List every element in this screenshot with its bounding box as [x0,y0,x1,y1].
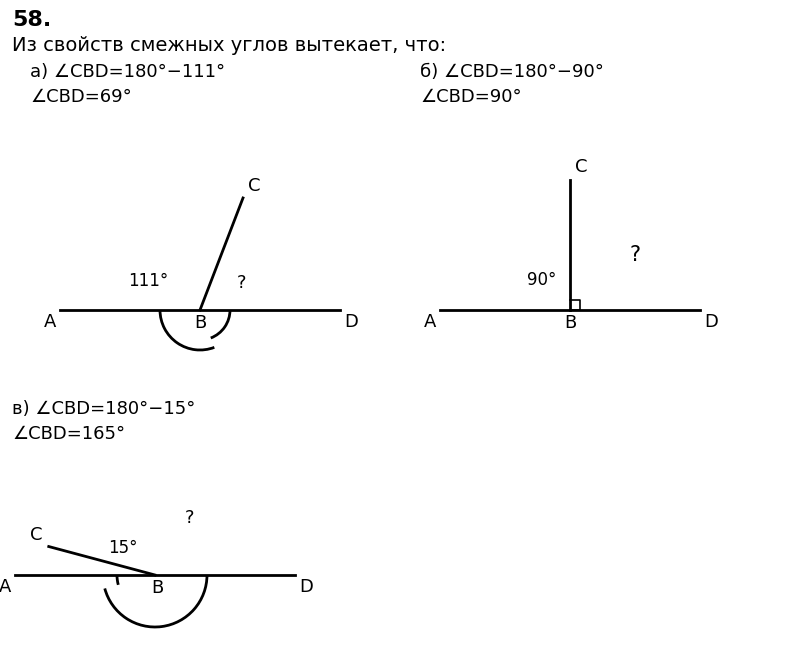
Text: C: C [31,525,43,543]
Text: A: A [44,313,56,331]
Text: A: A [0,578,11,596]
Text: ∠CBD=165°: ∠CBD=165° [12,425,125,443]
Text: в) ∠CBD=180°−15°: в) ∠CBD=180°−15° [12,400,195,418]
Text: B: B [564,314,576,332]
Text: D: D [299,578,313,596]
Text: A: A [424,313,436,331]
Text: а) ∠CBD=180°−111°: а) ∠CBD=180°−111° [30,63,225,81]
Text: ∠CBD=69°: ∠CBD=69° [30,88,131,106]
Text: ?: ? [629,245,641,265]
Text: ∠CBD=90°: ∠CBD=90° [420,88,521,106]
Text: 58.: 58. [12,10,52,30]
Text: ?: ? [185,509,195,527]
Text: Из свойств смежных углов вытекает, что:: Из свойств смежных углов вытекает, что: [12,36,447,55]
Text: B: B [194,314,206,332]
Text: D: D [344,313,358,331]
Text: C: C [575,158,588,176]
Text: 90°: 90° [526,271,556,289]
Text: C: C [248,177,260,195]
Text: ?: ? [237,274,247,292]
Text: 111°: 111° [128,272,168,290]
Text: B: B [151,579,163,597]
Text: б) ∠CBD=180°−90°: б) ∠CBD=180°−90° [420,63,604,81]
Text: 15°: 15° [108,539,138,557]
Text: D: D [704,313,718,331]
